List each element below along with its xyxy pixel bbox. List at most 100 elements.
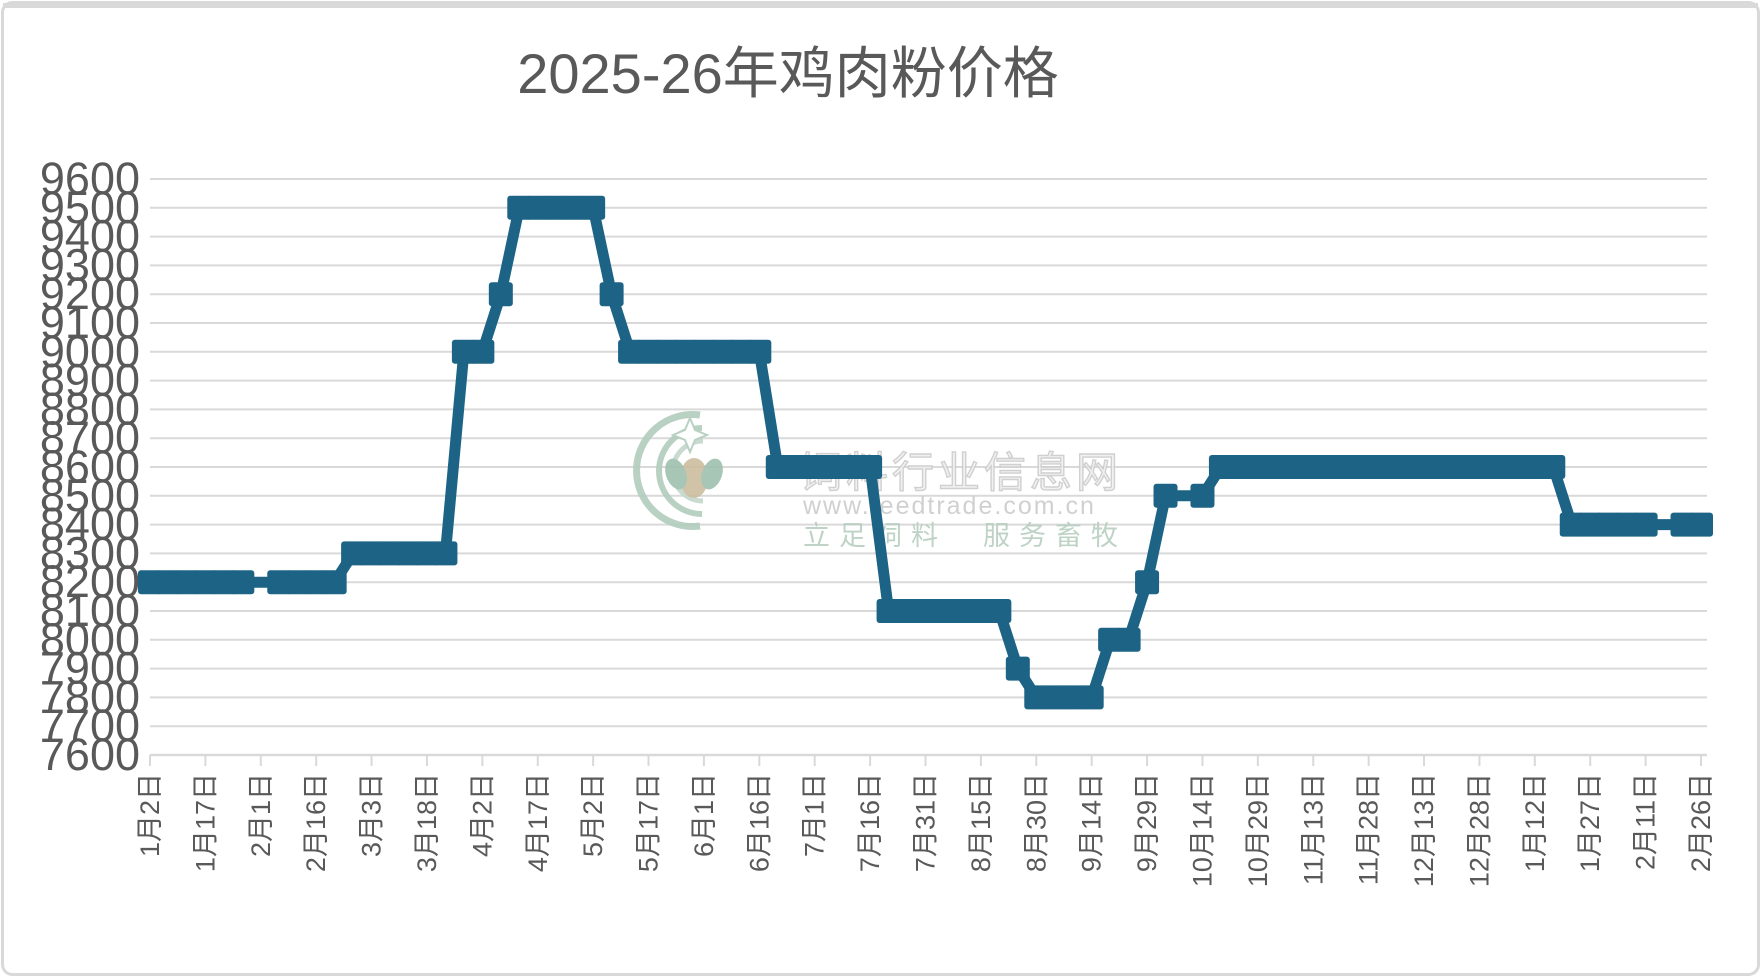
- data-point-marker: [1615, 512, 1640, 537]
- x-tick-label: 6月16日: [744, 773, 774, 872]
- watermark-slogan: 立足饲料 服务畜牧: [803, 521, 1127, 551]
- data-point-marker: [950, 599, 975, 623]
- data-point-marker: [1670, 512, 1695, 537]
- data-point-marker: [876, 599, 901, 623]
- data-point-marker: [581, 195, 606, 220]
- data-point-marker: [211, 570, 236, 595]
- data-point-marker: [839, 455, 864, 479]
- y-tick-label: 8000: [40, 614, 140, 665]
- y-tick-label: 9600: [40, 153, 140, 204]
- watermark-url: www.feedtrade.com.cn: [802, 492, 1096, 520]
- data-point-marker: [1208, 455, 1233, 479]
- data-point-marker: [1430, 455, 1455, 479]
- y-tick-label: 9400: [40, 211, 140, 262]
- data-point-marker: [1522, 455, 1547, 479]
- data-point-marker: [562, 195, 587, 220]
- data-point-marker: [414, 541, 439, 566]
- y-tick-label: 9100: [40, 297, 140, 348]
- data-point-marker: [1116, 627, 1141, 652]
- data-point-marker: [1338, 455, 1363, 479]
- data-point-marker: [1282, 455, 1307, 479]
- data-point-marker: [378, 541, 403, 566]
- y-tick-label: 8300: [40, 527, 140, 578]
- x-tick-label: 3月3日: [357, 773, 387, 857]
- data-point-marker: [451, 339, 476, 364]
- data-point-marker: [655, 339, 679, 364]
- data-point-marker: [1448, 455, 1473, 479]
- data-point-marker: [1689, 512, 1713, 537]
- x-tick-label: 5月17日: [634, 773, 664, 872]
- data-point-marker: [193, 570, 218, 595]
- x-tick-label: 10月29日: [1243, 773, 1273, 887]
- data-point-marker: [1042, 685, 1067, 710]
- data-point-marker: [1393, 455, 1418, 479]
- data-point-marker: [858, 455, 883, 479]
- data-point-marker: [765, 455, 790, 479]
- y-tick-label: 9200: [40, 268, 140, 319]
- y-tick-label: 8900: [40, 355, 140, 406]
- data-point-marker: [341, 541, 366, 566]
- x-tick-label: 8月15日: [966, 773, 996, 872]
- data-point-marker: [1024, 685, 1049, 710]
- x-tick-label: 2月1日: [246, 773, 276, 857]
- data-point-marker: [1227, 455, 1252, 479]
- data-point-marker: [1467, 455, 1492, 479]
- data-point-marker: [1005, 656, 1030, 681]
- y-tick-label: 9000: [40, 326, 140, 377]
- x-tick-label: 7月16日: [855, 773, 885, 872]
- data-point-marker: [1541, 455, 1566, 479]
- x-tick-label: 12月28日: [1464, 773, 1494, 887]
- data-point-marker: [618, 339, 643, 364]
- data-point-marker: [1504, 455, 1529, 479]
- x-tick-label: 8月30日: [1021, 773, 1051, 872]
- data-point-marker: [1319, 455, 1344, 479]
- data-point-marker: [359, 541, 384, 566]
- data-point-marker: [673, 339, 698, 364]
- chart-title: 2025-26年鸡肉粉价格: [517, 42, 1059, 105]
- data-point-marker: [1485, 455, 1510, 479]
- x-tick-label: 3月18日: [412, 773, 442, 872]
- data-point-marker: [1412, 455, 1437, 479]
- x-axis: 1月2日 1月17日 2月1日 2月16日 3月3日 3月18日 4月2日 4月17日 5月2日…: [135, 755, 1716, 887]
- data-point-marker: [821, 455, 846, 479]
- data-point-marker: [396, 541, 421, 566]
- x-tick-label: 4月2日: [467, 773, 497, 857]
- data-point-marker: [913, 599, 938, 623]
- y-tick-label: 7600: [40, 729, 140, 780]
- data-point-marker: [1264, 455, 1289, 479]
- price-series: [138, 195, 1713, 710]
- y-tick-label: 7700: [40, 700, 140, 751]
- data-point-marker: [1190, 483, 1215, 508]
- y-tick-label: 7800: [40, 671, 140, 722]
- data-point-marker: [285, 570, 310, 595]
- data-point-marker: [1135, 570, 1160, 595]
- data-point-marker: [895, 599, 920, 623]
- x-tick-label: 1月2日: [135, 773, 165, 857]
- data-point-marker: [636, 339, 661, 364]
- data-point-marker: [784, 455, 809, 479]
- data-point-marker: [544, 195, 569, 220]
- data-point-marker: [1153, 483, 1178, 508]
- data-point-marker: [1559, 512, 1584, 537]
- x-tick-label: 9月14日: [1077, 773, 1107, 872]
- data-point-marker: [1245, 455, 1270, 479]
- y-tick-label: 8700: [40, 412, 140, 463]
- data-point-marker: [1578, 512, 1603, 537]
- x-tick-label: 2月16日: [301, 773, 331, 872]
- watermark: 饲料行业信息网 www.feedtrade.com.cn 立足饲料 服务畜牧: [633, 411, 1127, 551]
- y-tick-label: 9500: [40, 182, 140, 233]
- data-point-marker: [710, 339, 735, 364]
- x-tick-label: 11月28日: [1354, 773, 1384, 885]
- x-tick-label: 11月13日: [1298, 773, 1328, 885]
- data-point-marker: [599, 282, 624, 307]
- data-point-marker: [433, 541, 458, 566]
- data-point-marker: [728, 339, 753, 364]
- y-tick-label: 8100: [40, 585, 140, 636]
- data-point-marker: [968, 599, 993, 623]
- y-tick-label: 9300: [40, 239, 140, 290]
- x-tick-label: 5月2日: [578, 773, 608, 857]
- data-point-marker: [1079, 685, 1104, 710]
- x-tick-label: 12月13日: [1409, 773, 1439, 887]
